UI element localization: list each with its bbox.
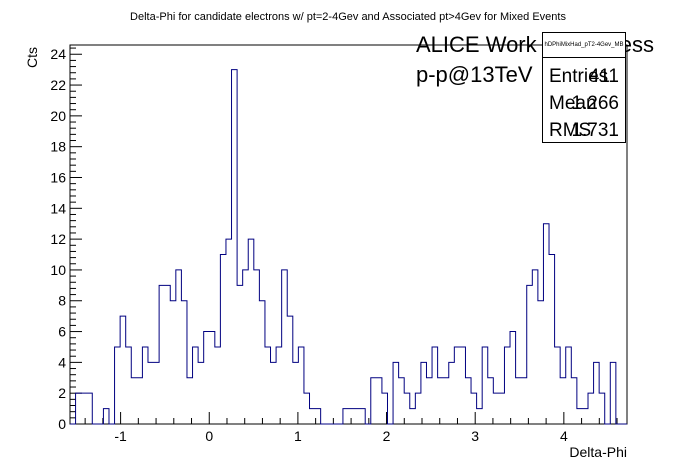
y-tick-label: 8 — [58, 293, 66, 309]
y-tick-label: 22 — [50, 77, 66, 93]
y-tick-label: 12 — [50, 231, 66, 247]
x-tick-label: 4 — [560, 428, 568, 444]
y-tick-label: 24 — [50, 46, 66, 62]
x-tick-label: 0 — [205, 428, 213, 444]
x-tick-label: -1 — [114, 428, 127, 444]
x-axis-label: Delta-Phi — [569, 444, 627, 460]
histogram-series-line — [70, 69, 627, 425]
stats-rms-label: RMS — [549, 120, 592, 141]
y-tick-label: 10 — [50, 262, 66, 278]
stats-entries-label: Entries — [549, 66, 609, 87]
stats-mean-value: 1.266 — [571, 93, 619, 114]
chart-title: Delta-Phi for candidate electrons w/ pt=… — [130, 11, 566, 23]
y-tick-label: 0 — [58, 416, 66, 432]
x-tick-label: 2 — [383, 428, 391, 444]
stats-mean-row: Mean 1.266 — [549, 90, 619, 118]
stats-entries-row: Entries 411 — [549, 63, 619, 91]
y-tick-label: 4 — [58, 354, 66, 370]
y-tick-label: 14 — [50, 200, 66, 216]
stats-histogram-name: hDPhiMixHad_pT2-4Gev_MB — [543, 33, 625, 58]
stats-rms-value: 1.731 — [571, 120, 619, 141]
y-tick-label: 20 — [50, 108, 66, 124]
y-tick-label: 16 — [50, 169, 66, 185]
y-tick-label: 2 — [58, 385, 66, 401]
plot-frame — [69, 44, 628, 425]
x-tick-label: 3 — [471, 428, 479, 444]
stats-entries-value: 411 — [588, 66, 619, 87]
y-axis-label: Cts — [24, 47, 40, 68]
collision-system-label: p-p@13TeV — [416, 62, 533, 87]
stats-box: hDPhiMixHad_pT2-4Gev_MB Entries 411 Mean… — [542, 32, 626, 143]
stats-mean-label: Mean — [549, 93, 597, 114]
y-tick-label: 6 — [58, 324, 66, 340]
stats-rms-row: RMS 1.731 — [549, 117, 619, 145]
y-tick-label: 18 — [50, 139, 66, 155]
x-tick-label: 1 — [294, 428, 302, 444]
